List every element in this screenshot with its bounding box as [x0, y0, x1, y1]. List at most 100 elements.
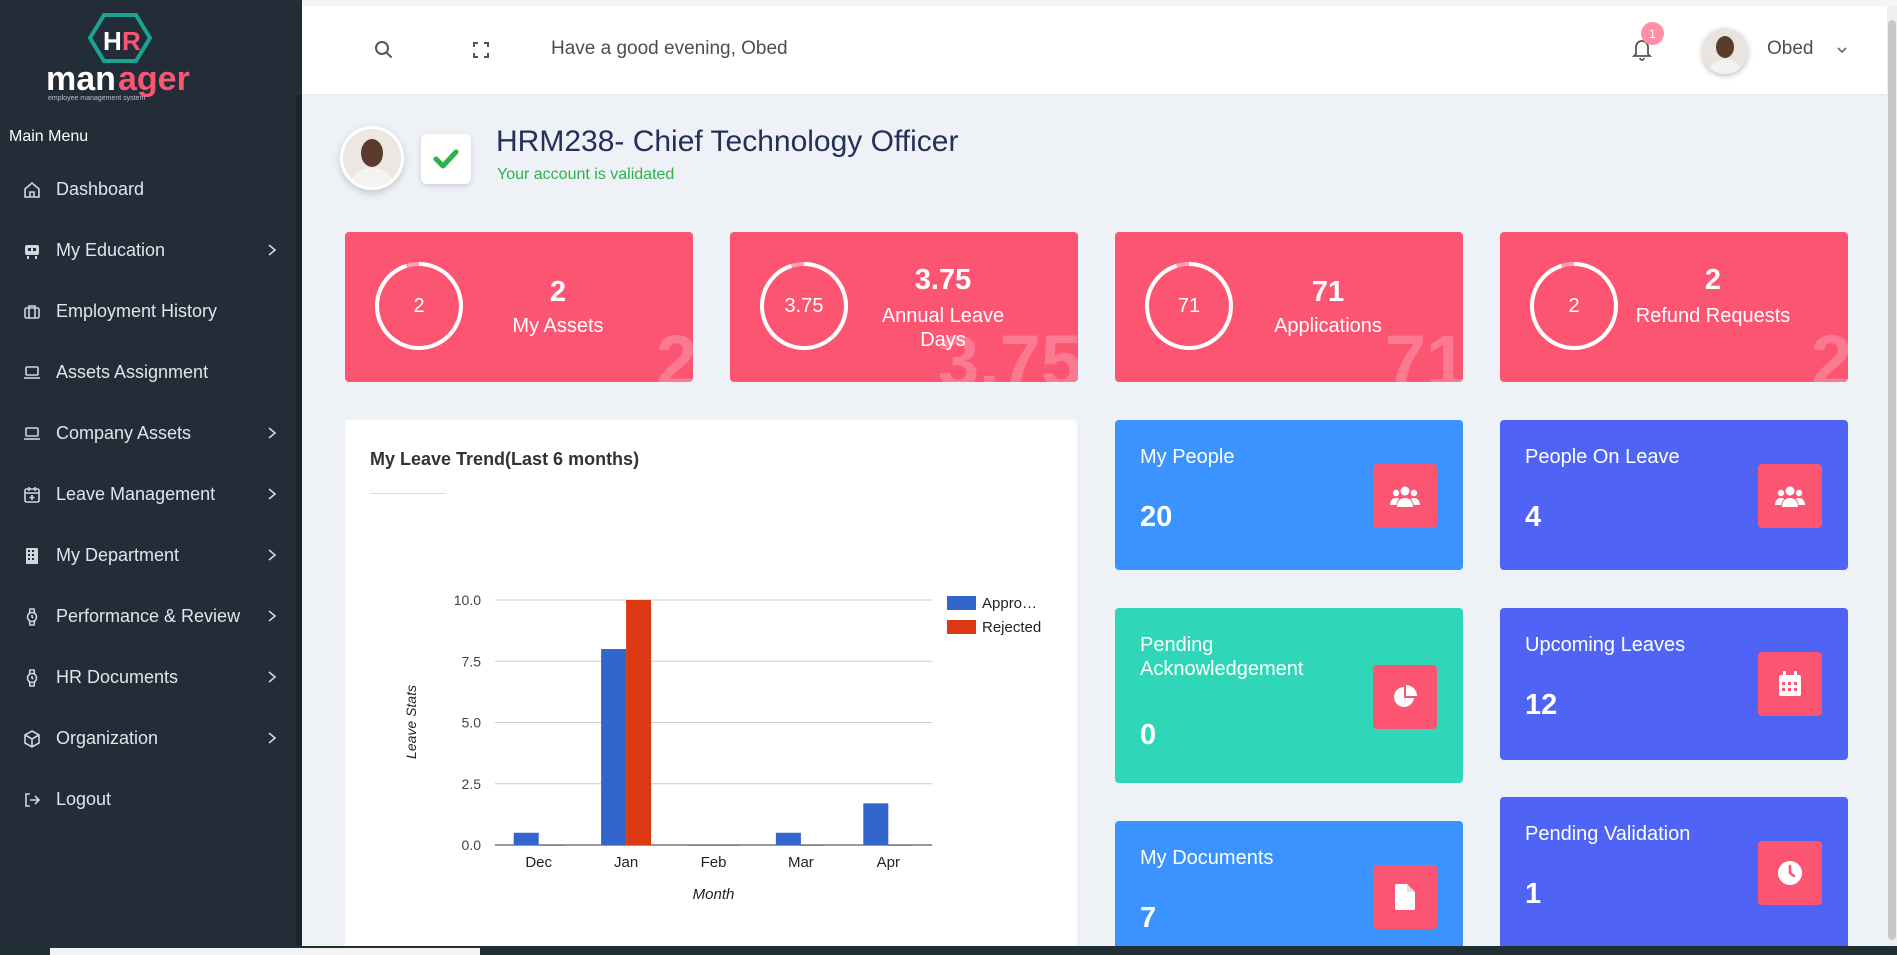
svg-text:R: R: [122, 26, 141, 56]
chevron-right-icon: [264, 242, 280, 258]
svg-text:employee management system: employee management system: [48, 95, 145, 102]
legend-label: Rejected: [982, 619, 1041, 636]
bar-rejected-apr: [888, 845, 914, 846]
stat-value: 2: [1704, 264, 1722, 296]
sidebar: H R man ager employee management system …: [0, 0, 302, 955]
hr-manager-logo[interactable]: H R man ager employee management system: [46, 12, 214, 102]
notification-badge: 1: [1641, 22, 1664, 45]
sidebar-item-my-education[interactable]: My Education: [0, 220, 302, 281]
sidebar-scrollbar[interactable]: [296, 95, 302, 955]
graduation-icon: [22, 241, 42, 261]
x-axis-label: Month: [693, 886, 735, 903]
progress-ring: [760, 262, 848, 350]
info-card-value: 12: [1525, 689, 1558, 721]
pie-chart-icon: [1373, 665, 1437, 729]
bar-rejected-jan: [626, 600, 652, 845]
watch-icon: [22, 607, 42, 627]
chevron-right-icon: [264, 547, 280, 563]
taskbar-segment: [50, 948, 480, 955]
bar-appro-mar: [775, 832, 801, 845]
sidebar-item-label: Leave Management: [56, 484, 216, 504]
sidebar-item-assets-assignment[interactable]: Assets Assignment: [0, 342, 302, 403]
document-icon: [1373, 865, 1437, 929]
info-card-my-people[interactable]: My People 20: [1115, 420, 1463, 570]
bar-rejected-mar: [800, 845, 826, 846]
stat-card[interactable]: 71 71 Applications 71: [1115, 232, 1463, 382]
fullscreen-icon[interactable]: [469, 38, 493, 62]
chevron-down-icon[interactable]: [1835, 43, 1849, 57]
y-tick-label: 2.5: [462, 776, 482, 792]
building-icon: [22, 546, 42, 566]
sidebar-item-dashboard[interactable]: Dashboard: [0, 159, 302, 220]
validated-check-icon: [421, 134, 471, 184]
sidebar-item-employment-history[interactable]: Employment History: [0, 281, 302, 342]
chevron-right-icon: [264, 425, 280, 441]
stat-card[interactable]: 2 2 My Assets 2: [345, 232, 693, 382]
info-card-pending-validation[interactable]: Pending Validation 1: [1500, 797, 1848, 955]
stat-value: 3.75: [914, 264, 972, 296]
stat-card[interactable]: 2 2 Refund Requests 2: [1500, 232, 1848, 382]
sidebar-item-logout[interactable]: Logout: [0, 769, 302, 830]
info-card-title: My People: [1140, 446, 1235, 468]
stat-card[interactable]: 3.75 3.75 Annual Leave Days 3.75: [730, 232, 1078, 382]
main-menu-title: Main Menu: [9, 128, 89, 145]
chart-title-underline: [370, 493, 446, 494]
chevron-right-icon: [264, 486, 280, 502]
bar-rejected-dec: [538, 845, 564, 846]
sidebar-item-organization[interactable]: Organization: [0, 708, 302, 769]
sidebar-item-my-department[interactable]: My Department: [0, 525, 302, 586]
info-card-value: 20: [1140, 501, 1173, 533]
search-icon[interactable]: [372, 38, 396, 62]
stat-value: 2: [549, 276, 567, 308]
y-axis-label: Leave Stats: [403, 685, 419, 759]
sidebar-item-company-assets[interactable]: Company Assets: [0, 403, 302, 464]
info-card-title: Pending Acknowledgement: [1140, 634, 1304, 680]
info-card-title: Upcoming Leaves: [1525, 634, 1686, 656]
sidebar-item-label: Dashboard: [56, 179, 145, 199]
sidebar-item-label: Employment History: [56, 301, 218, 321]
info-card-value: 4: [1525, 501, 1542, 533]
sidebar-item-hr-documents[interactable]: HR Documents: [0, 647, 302, 708]
sidebar-item-label: Company Assets: [56, 423, 192, 443]
sidebar-item-performance-review[interactable]: Performance & Review: [0, 586, 302, 647]
stat-ghost-number: 71: [1384, 320, 1463, 382]
sidebar-item-leave-management[interactable]: Leave Management: [0, 464, 302, 525]
leave-trend-card: My Leave Trend(Last 6 months) 0.0 2.5 5.0 7…: [345, 420, 1077, 955]
legend-swatch: [947, 596, 976, 610]
sidebar-item-label: Logout: [56, 789, 112, 809]
user-name[interactable]: Obed: [1767, 38, 1814, 59]
sidebar-item-label: HR Documents: [56, 667, 179, 687]
home-icon: [22, 180, 42, 200]
bar-appro-apr: [863, 803, 889, 845]
info-card-pending-acknowledgement[interactable]: Pending Acknowledgement 0: [1115, 608, 1463, 783]
progress-ring: [375, 262, 463, 350]
leave-trend-chart: 0.0 2.5 5.0 7.5 10.0 Dec Jan Feb Mar Apr Month Leav…: [403, 592, 1041, 903]
svg-text:H: H: [103, 26, 122, 56]
chevron-right-icon: [264, 608, 280, 624]
validation-status: Your account is validated: [497, 166, 675, 183]
info-card-upcoming-leaves[interactable]: Upcoming Leaves 12: [1500, 608, 1848, 760]
stat-label: Refund Requests: [1635, 305, 1791, 327]
progress-ring: [1530, 262, 1618, 350]
stat-ghost-number: 3.75: [937, 320, 1078, 382]
y-tick-label: 7.5: [462, 653, 482, 669]
window-top-strip: [302, 0, 1897, 6]
info-card-value: 0: [1140, 719, 1157, 751]
bottom-taskbar: [0, 946, 1897, 955]
user-avatar[interactable]: [1702, 28, 1748, 74]
sidebar-item-label: My Education: [56, 240, 166, 260]
bar-appro-feb: [688, 845, 714, 846]
sidebar-item-label: Organization: [56, 728, 159, 748]
sidebar-menu: Dashboard My Education Employment History A…: [0, 159, 302, 830]
info-card-people-on-leave[interactable]: People On Leave 4: [1500, 420, 1848, 570]
stat-label: Annual Leave Days: [881, 305, 1005, 351]
sidebar-item-label: Performance & Review: [56, 606, 241, 626]
page-title: HRM238- Chief Technology Officer: [496, 125, 959, 158]
bar-rejected-feb: [713, 845, 739, 846]
chevron-right-icon: [264, 730, 280, 746]
calendar-plus-icon: [22, 485, 42, 505]
page-scrollbar-thumb[interactable]: [1888, 20, 1896, 940]
info-card-my-documents[interactable]: My Documents 7: [1115, 821, 1463, 955]
info-card-value: 7: [1140, 902, 1157, 934]
x-tick-label: Mar: [788, 854, 814, 871]
